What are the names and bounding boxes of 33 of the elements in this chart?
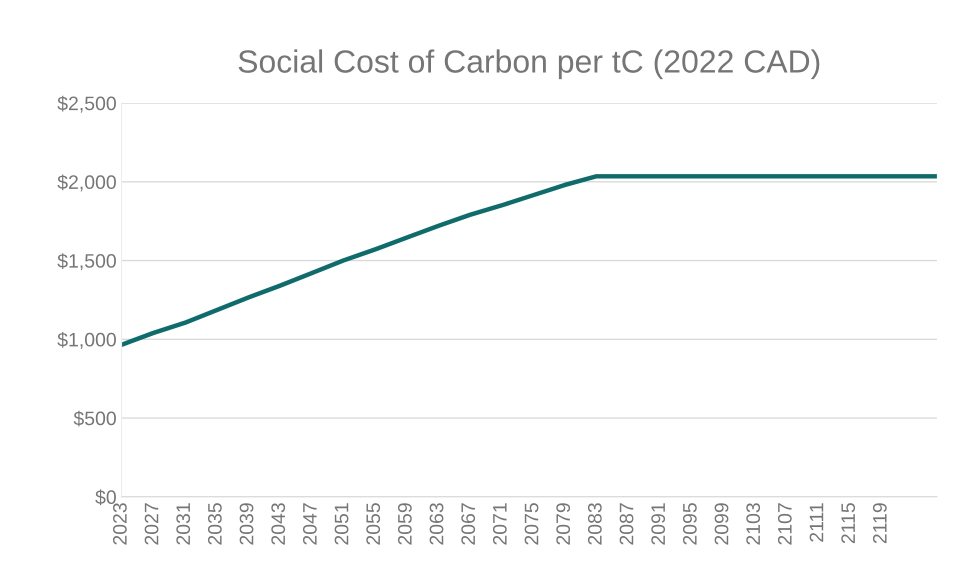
x-tick-label: 2063 bbox=[430, 503, 444, 545]
x-tick-label: 2039 bbox=[240, 503, 254, 545]
x-tick-label: 2119 bbox=[872, 503, 887, 544]
x-tick-label: 2115 bbox=[841, 503, 856, 544]
y-tick-label: $2,000 bbox=[57, 174, 116, 192]
x-tick-label: 2107 bbox=[778, 503, 792, 545]
x-tick-label: 2047 bbox=[302, 503, 317, 545]
y-tick-label: $0 bbox=[95, 489, 116, 506]
x-tick-label: 2043 bbox=[271, 503, 286, 545]
x-tick-label: 2023 bbox=[112, 503, 127, 545]
x-tick-label: 2035 bbox=[208, 503, 222, 545]
x-tick-label: 2071 bbox=[492, 503, 507, 545]
y-tick-label: $2,500 bbox=[57, 96, 116, 113]
x-tick-label: 2087 bbox=[620, 503, 634, 545]
line-series bbox=[122, 174, 937, 348]
x-tick-label: 2051 bbox=[334, 503, 348, 545]
x-tick-label: 2099 bbox=[714, 503, 728, 545]
x-tick-label: 2075 bbox=[524, 503, 538, 545]
y-tick-label: $1,000 bbox=[57, 332, 116, 349]
x-tick-label: 2095 bbox=[682, 503, 697, 545]
y-tick-label: $500 bbox=[74, 410, 116, 426]
x-tick-label: 2103 bbox=[746, 503, 760, 545]
x-tick-label: 2079 bbox=[556, 503, 570, 545]
x-tick-label: 2031 bbox=[176, 503, 190, 545]
chart-title: Social Cost of Carbon per tC (2022 CAD) bbox=[238, 49, 820, 80]
x-tick-label: 2055 bbox=[366, 503, 380, 545]
x-tick-label: 2059 bbox=[398, 503, 412, 545]
x-tick-label: 2027 bbox=[144, 503, 158, 545]
x-tick-label: 2067 bbox=[461, 503, 476, 545]
x-tick-label: 2083 bbox=[588, 503, 602, 545]
y-tick-label: $1,500 bbox=[57, 253, 116, 270]
x-tick-label: 2111 bbox=[810, 503, 824, 542]
x-tick-label: 2091 bbox=[651, 503, 666, 545]
